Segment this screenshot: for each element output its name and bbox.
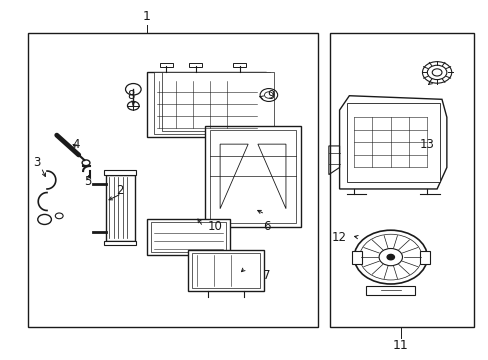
- Bar: [161, 72, 273, 131]
- Bar: [104, 170, 136, 175]
- Bar: [233, 63, 245, 67]
- Bar: [154, 72, 269, 134]
- Bar: [104, 241, 136, 245]
- Bar: [105, 175, 135, 241]
- Text: 6: 6: [262, 220, 270, 233]
- Bar: [147, 220, 229, 255]
- Text: 11: 11: [392, 339, 407, 352]
- Text: 7: 7: [262, 269, 270, 282]
- Text: 8: 8: [127, 89, 135, 102]
- Circle shape: [386, 255, 394, 260]
- Bar: [192, 253, 260, 288]
- Text: 4: 4: [72, 138, 80, 150]
- Bar: [189, 63, 202, 67]
- Bar: [205, 126, 300, 226]
- Bar: [151, 222, 225, 252]
- Bar: [210, 130, 295, 223]
- Text: 3: 3: [34, 156, 41, 168]
- Text: 12: 12: [331, 231, 346, 244]
- Text: 9: 9: [267, 89, 275, 102]
- Bar: [160, 63, 172, 67]
- Bar: [346, 103, 439, 182]
- Text: 13: 13: [419, 138, 434, 150]
- Text: 10: 10: [207, 220, 222, 233]
- Text: 5: 5: [83, 175, 91, 188]
- Bar: [188, 250, 264, 291]
- Bar: [147, 72, 266, 137]
- Text: 2: 2: [116, 184, 123, 197]
- Bar: [329, 33, 473, 327]
- Bar: [351, 251, 361, 264]
- Bar: [419, 251, 429, 264]
- Text: 1: 1: [143, 10, 151, 23]
- Bar: [27, 33, 317, 327]
